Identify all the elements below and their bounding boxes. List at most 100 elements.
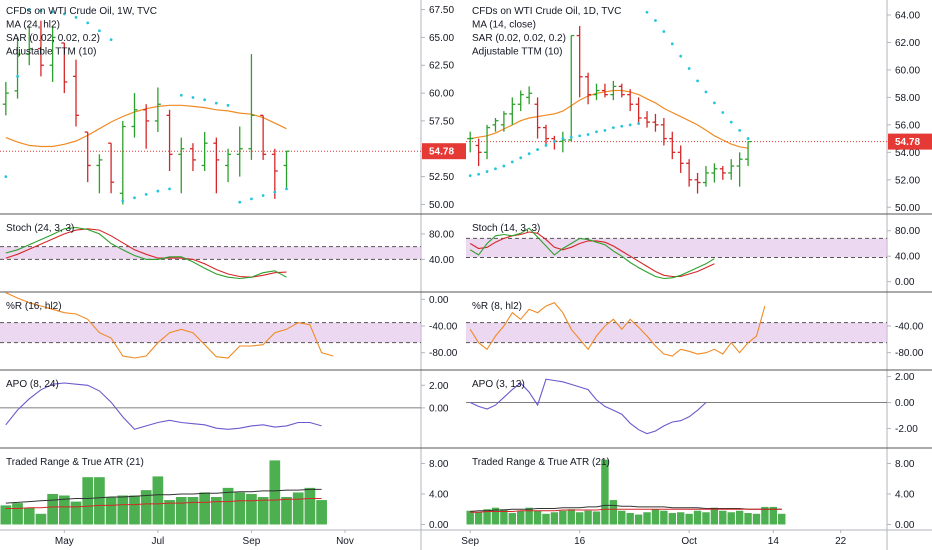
left-sar-dot: [273, 190, 277, 194]
left-atr-bar: [304, 487, 316, 525]
right-sar-dot: [510, 160, 514, 164]
left-atr-line-true: [5, 488, 322, 504]
left-sar-dot: [16, 74, 19, 78]
right-sar-dot: [494, 167, 497, 171]
right-last-price-tag: [888, 133, 932, 150]
left-chart: 67.5065.0062.5060.0057.5055.0052.5050.00…: [0, 0, 466, 550]
left-apo-legend: APO (8, 24): [6, 379, 59, 390]
right-sar-dot: [527, 152, 531, 156]
left-ohlc-bar: [283, 150, 290, 188]
right-sar-dot: [696, 79, 699, 83]
right-sar-dot: [595, 130, 598, 134]
right-atr-bar: [491, 507, 500, 525]
left-atr-bar: [94, 477, 105, 525]
left-atr-bar: [129, 495, 140, 525]
left-price-ytick-label: 60.00: [429, 89, 454, 100]
left-ohlc-bar: [119, 120, 126, 205]
right-apo-ytick-label: 2.00: [895, 372, 915, 383]
left-stoch-legend: Stoch (24, 3, 3): [6, 223, 74, 234]
right-atr-ytick-label: 0.00: [895, 520, 915, 531]
right-atr-legend: Traded Range & True ATR (21): [472, 457, 610, 468]
left-sar-dot: [285, 187, 288, 191]
right-willr-ytick-label: -80.00: [895, 348, 924, 359]
left-ohlc-bar: [271, 148, 278, 199]
left-ohlc-bar: [131, 93, 138, 138]
right-legend-2: SAR (0.02, 0.02, 0.2): [472, 33, 566, 44]
left-ohlc-bar: [49, 26, 56, 82]
left-atr-bar: [222, 487, 234, 525]
left-stoch-k-line: [5, 226, 287, 280]
right-atr-bar: [508, 513, 517, 525]
right-chart: 64.00 62.00 60.00 58.00 56.00 54.00 52.00 50.00…: [461, 0, 932, 550]
right-atr-bar: [559, 510, 567, 525]
left-sar-dot: [133, 196, 136, 200]
right-stoch-k-line: [469, 227, 715, 280]
left-price-ytick-label: 52.50: [429, 172, 454, 183]
right-stoch-band: [466, 238, 887, 258]
left-ohlc-bar: [143, 104, 150, 149]
right-atr-bar: [702, 512, 710, 525]
left-sar-dot: [27, 8, 31, 11]
right-willr-pane: -40.00 -80.00 %R (8, hl2): [466, 301, 932, 371]
left-atr-bar: [152, 476, 164, 525]
left-atr-bar: [292, 492, 304, 525]
left-ohlc-bar: [73, 59, 80, 127]
right-atr-bar: [643, 512, 651, 525]
right-atr-bar: [761, 506, 769, 525]
right-atr-line-true: [470, 504, 782, 512]
left-willr-ytick-label: -40.00: [429, 322, 458, 333]
right-sar-dot: [611, 126, 615, 129]
right-ohlc-bar: [652, 113, 659, 132]
right-sar-dot: [603, 128, 607, 132]
left-stoch-d-line: [5, 228, 287, 278]
left-atr-bar: [187, 497, 199, 525]
right-ohlc-bar: [677, 145, 684, 173]
right-atr-bar: [550, 512, 559, 525]
right-sar-dot: [485, 170, 489, 173]
left-atr-legend: Traded Range & True ATR (21): [6, 457, 144, 468]
right-atr-bar: [533, 510, 542, 525]
right-ohlc-bar: [568, 34, 575, 142]
right-ohlc-bar: [736, 152, 743, 187]
left-atr-bar: [234, 492, 246, 525]
right-sar-dot: [645, 10, 649, 14]
right-x-tick-label: Oct: [681, 536, 697, 547]
right-atr-bar: [517, 510, 525, 525]
left-price-ytick-label: 50.00: [429, 200, 454, 211]
right-willr-ytick-label: -40.00: [895, 322, 924, 333]
left-willr-ytick-label: -80.00: [429, 348, 458, 359]
left-ohlc-bar: [2, 81, 9, 116]
left-atr-bar: [281, 497, 292, 525]
left-apo-pane: 2.00 0.00 APO (8, 24): [0, 379, 466, 449]
right-ohlc-bar: [711, 163, 718, 183]
left-price-ytick-label: 65.00: [429, 33, 454, 44]
left-sar-dot: [144, 193, 148, 196]
right-atr-bar: [685, 513, 693, 525]
left-willr-ytick-label: 0.00: [429, 295, 449, 306]
left-atr-bar: [58, 495, 70, 525]
right-sar-dot: [670, 42, 674, 46]
right-apo-line: [469, 378, 707, 435]
left-sar-dot: [121, 199, 125, 203]
right-atr-bar: [634, 514, 643, 525]
left-willr-line: [5, 292, 334, 359]
right-atr-bar: [592, 511, 601, 525]
right-sar-dot: [679, 54, 683, 58]
right-apo-legend: APO (3, 13): [472, 379, 525, 390]
left-legend-0: CFDs on WTI Crude Oil, 1W, TVC: [6, 6, 157, 17]
left-atr-bar: [47, 493, 58, 525]
right-sar-dot: [544, 144, 548, 147]
right-atr-bar: [778, 513, 786, 525]
right-ohlc-bar: [719, 166, 726, 180]
left-x-tick-label: Nov: [336, 536, 354, 547]
right-ohlc-bar: [467, 131, 474, 153]
left-sar-dot: [203, 98, 207, 102]
left-willr-band: [0, 322, 421, 343]
right-ohlc-bar: [534, 97, 541, 139]
right-atr-ytick-label: 8.00: [895, 459, 915, 470]
left-ohlc-bar: [201, 132, 208, 172]
right-sar-dot: [586, 133, 590, 136]
right-sar-dot: [704, 90, 708, 94]
right-atr-bar: [693, 510, 702, 525]
